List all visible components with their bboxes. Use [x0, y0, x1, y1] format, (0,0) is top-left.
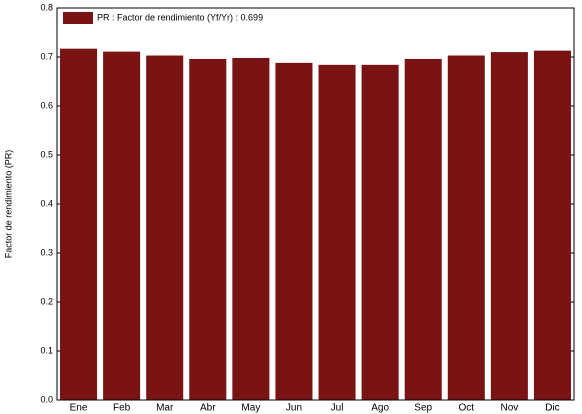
y-tick-label: 0.6 — [40, 100, 53, 110]
bar — [146, 55, 184, 400]
bar — [361, 64, 399, 400]
x-tick-label: Oct — [459, 403, 475, 414]
bar — [447, 55, 485, 400]
x-tick-label: Nov — [500, 403, 518, 414]
y-tick-label: 0.0 — [40, 394, 53, 404]
y-tick-label: 0.1 — [40, 345, 53, 355]
y-tick-label: 0.3 — [40, 247, 53, 257]
y-tick-label: 0.2 — [40, 296, 53, 306]
bar — [533, 50, 571, 400]
legend-label: PR : Factor de rendimiento (Yf/Yr) : 0.6… — [97, 12, 263, 22]
x-tick-label: Dic — [545, 403, 559, 414]
x-tick-label: Feb — [113, 403, 131, 414]
x-tick-label: Ene — [70, 403, 88, 414]
bar — [490, 52, 528, 400]
x-tick-label: Jun — [286, 403, 302, 414]
bar — [318, 64, 356, 400]
bar — [60, 48, 98, 401]
x-tick-label: Mar — [156, 403, 174, 414]
x-tick-label: Sep — [414, 403, 432, 414]
x-tick-label: Ago — [371, 403, 389, 414]
bar — [189, 58, 227, 401]
x-tick-label: Abr — [200, 403, 216, 414]
y-axis-label: Factor de rendimiento (PR) — [3, 150, 13, 259]
x-tick-label: May — [241, 403, 260, 414]
x-tick-label: Jul — [331, 403, 344, 414]
bar — [232, 57, 270, 400]
bar — [103, 51, 141, 401]
plot-frame — [56, 7, 575, 401]
bar — [404, 58, 442, 401]
y-tick-label: 0.7 — [40, 51, 53, 61]
legend-swatch — [63, 12, 93, 24]
y-tick-label: 0.4 — [40, 198, 53, 208]
y-tick-label: 0.5 — [40, 149, 53, 159]
y-tick-label: 0.8 — [40, 2, 53, 12]
bar — [275, 62, 313, 400]
